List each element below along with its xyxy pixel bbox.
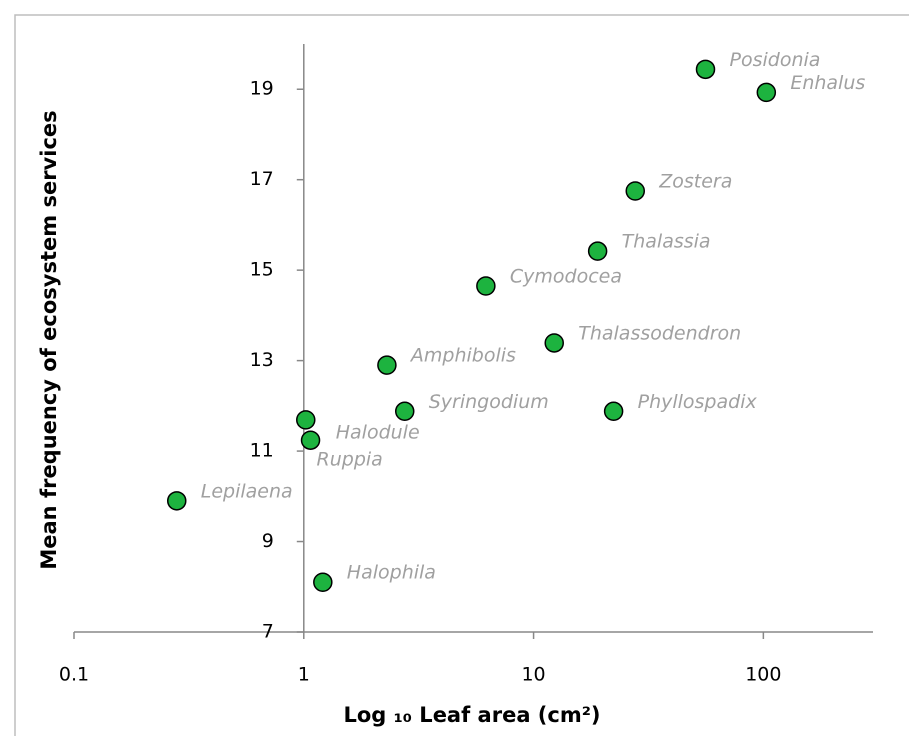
y-tick-label: 19 [250,78,274,100]
point [476,276,496,296]
y-axis-title: Mean frequency of ecosystem services [37,110,61,569]
point-label: Lepilaena [201,480,293,502]
point-label: Halodule [336,421,420,443]
y-tick-label: 11 [250,440,274,462]
point-label: Cymodocea [510,265,622,287]
point [394,401,415,422]
point [300,430,321,450]
x-axis-title: Log ₁₀ Leaf area (cm²) [343,703,600,727]
point [296,410,316,430]
point-label: Enhalus [790,72,865,94]
point [625,181,646,201]
y-tick-label: 17 [250,168,274,190]
point [603,401,624,422]
point-label: Amphibolis [409,345,516,367]
y-tick-label: 15 [250,259,274,281]
point-label: Ruppia [317,449,383,471]
point [167,491,187,511]
y-tick-label: 9 [262,530,274,552]
x-tick-label: 0.1 [59,664,89,686]
chart-frame [14,14,909,736]
point [544,333,564,353]
point-label: Posidonia [730,49,821,71]
x-tick-label: 100 [745,664,781,686]
point [756,82,777,103]
point-label: Zostera [658,171,732,193]
x-tick-label: 10 [521,664,545,686]
point-label: Phyllospadix [638,391,758,413]
point-label: Syringodium [429,391,549,413]
point [313,572,333,592]
point [377,355,397,375]
point-label: Thalassia [622,231,711,253]
y-tick-label: 7 [262,621,274,643]
point-label: Thalassodendron [578,322,741,344]
point [695,59,716,80]
x-tick-label: 1 [298,664,310,686]
point [587,241,608,261]
point-label: Halophila [347,562,436,584]
y-tick-label: 13 [250,349,274,371]
